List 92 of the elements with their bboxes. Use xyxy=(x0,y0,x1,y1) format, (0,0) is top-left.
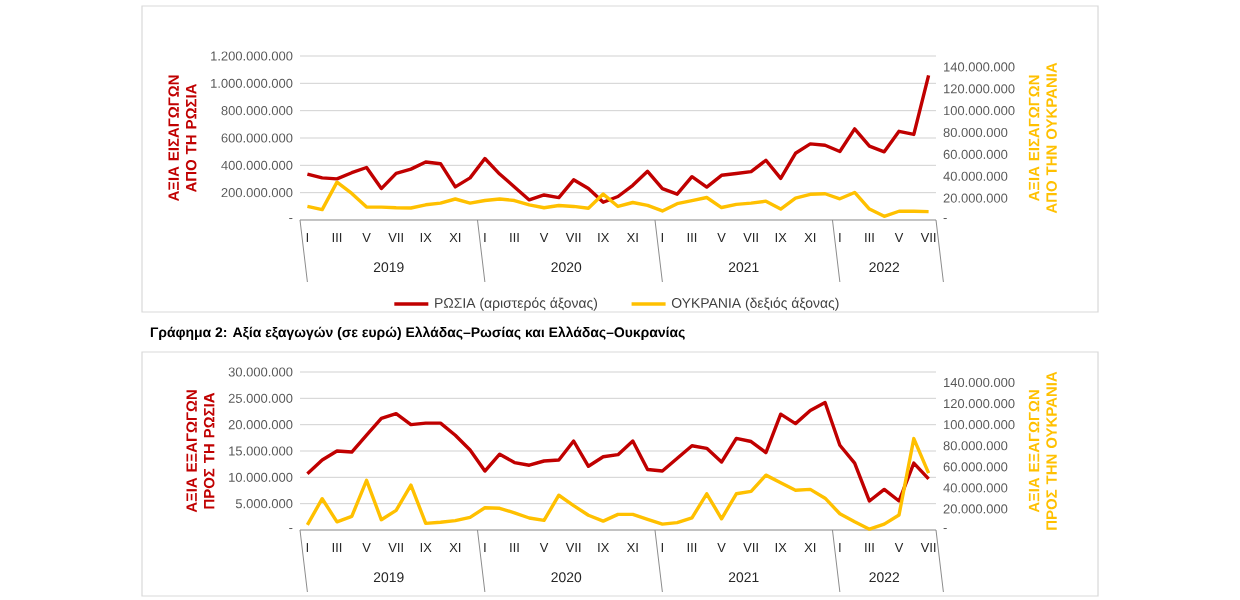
x-tick-label: III xyxy=(687,233,697,242)
y-axis-title: ΑΞΙΑ ΕΞΑΓΩΓΩΝ ΠΡΟΣ ΤΗ ΡΩΣΙΑ xyxy=(186,390,215,513)
y-tick-label: 30.000.000 xyxy=(228,367,293,377)
x-tick-label: XI xyxy=(626,543,638,552)
x-tick-label: VII xyxy=(920,233,936,242)
x-tick-label: V xyxy=(717,233,726,242)
x-tick-label: V xyxy=(717,543,726,552)
y-tick-label: 5.000.000 xyxy=(235,499,293,509)
x-tick-label: VII xyxy=(743,233,758,242)
text: 2022 xyxy=(869,572,900,583)
x-tick-label: III xyxy=(332,233,342,242)
legend-label: ΟΥΚΡΑΝΙΑ (δεξιός άξονας) xyxy=(671,297,839,311)
x-tick-label: VII xyxy=(920,543,936,552)
y-tick-label: 1.000.000.000 xyxy=(211,78,293,88)
y2-axis-title: ΑΞΙΑ ΕΞΑΓΩΓΩΝ ΠΡΟΣ ΤΗΝ ΟΥΚΡΑΝΙΑ xyxy=(1028,371,1057,530)
line-series xyxy=(305,73,931,204)
x-tick-label: V xyxy=(894,233,904,242)
y-tick-label: 600.000.000 xyxy=(221,133,293,143)
y2-tick-label: 60.000.000 xyxy=(943,149,1008,159)
y-tick-label: 20.000.000 xyxy=(228,420,293,430)
x-tick-label: I xyxy=(306,543,308,552)
x-tick-label: III xyxy=(510,543,519,552)
x-tick-label: VII xyxy=(388,233,403,242)
line-series xyxy=(305,180,931,218)
x-tick-label: III xyxy=(510,233,519,242)
y2-tick-label: 60.000.000 xyxy=(943,462,1008,472)
x-tick-label: V xyxy=(539,233,549,242)
y2-tick-label: 20.000.000 xyxy=(943,193,1008,203)
x-tick-label: V xyxy=(894,543,904,552)
x-tick-label: I xyxy=(661,233,663,242)
x-tick-label: IX xyxy=(775,233,787,242)
y-tick-label: 200.000.000 xyxy=(221,188,293,198)
x-tick-label: III xyxy=(865,233,874,242)
x-tick-label: I xyxy=(484,543,486,552)
x-tick-label: VII xyxy=(565,543,581,552)
y-tick-label: 400.000.000 xyxy=(221,160,293,170)
y2-tick-label: - xyxy=(943,218,947,220)
x-tick-label: V xyxy=(539,543,549,552)
x-tick-label: VII xyxy=(565,233,581,242)
text: 2019 xyxy=(373,572,404,583)
x-tick-label: VII xyxy=(743,543,758,552)
y2-axis-title: ΑΞΙΑ ΕΙΣΑΓΩΓΩΝ ΑΠΟ ΤΗΝ ΟΥΚΡΑΝΙΑ xyxy=(1028,62,1057,214)
x-tick-label: I xyxy=(484,233,486,242)
x-tick-label: III xyxy=(332,543,342,552)
y2-tick-label: 20.000.000 xyxy=(943,504,1008,514)
text: 2022 xyxy=(869,262,900,273)
x-tick-label: IX xyxy=(598,543,610,552)
y-tick-label: 15.000.000 xyxy=(229,446,293,456)
x-tick-label: I xyxy=(306,233,308,242)
x-tick-label: I xyxy=(661,543,663,552)
y-tick-label: 25.000.000 xyxy=(228,393,293,403)
chart-title: Γράφημα 2: Αξία εξαγωγών (σε ευρώ) Ελλάδας–Ρωσίας και Ελλάδας–Ουκρανίας xyxy=(150,326,685,340)
y2-tick-label: 40.000.000 xyxy=(943,171,1008,181)
y-tick-label: 800.000.000 xyxy=(221,106,293,116)
text: 2021 xyxy=(728,572,759,583)
x-tick-label: I xyxy=(839,233,841,242)
text: 2020 xyxy=(551,572,582,583)
x-tick-label: V xyxy=(362,543,371,552)
y-tick-label: 1.200.000.000 xyxy=(211,51,293,61)
x-tick-label: XI xyxy=(804,233,816,242)
y-tick-label: 10.000.000 xyxy=(229,472,293,482)
x-tick-label: XI xyxy=(449,543,461,552)
y2-tick-label: 40.000.000 xyxy=(943,483,1008,493)
y2-tick-label: 80.000.000 xyxy=(943,441,1008,451)
y2-tick-label: 120.000.000 xyxy=(944,399,1015,409)
y2-tick-label: 80.000.000 xyxy=(943,127,1008,138)
x-tick-label: XI xyxy=(804,543,816,552)
x-tick-label: V xyxy=(362,233,371,242)
legend-label: ΡΩΣΙΑ (αριστερός άξονας) xyxy=(435,297,598,311)
text: 2020 xyxy=(551,262,582,273)
y-axis-title: ΑΞΙΑ ΕΙΣΑΓΩΓΩΝ ΑΠΟ ΤΗ ΡΩΣΙΑ xyxy=(168,75,197,202)
y2-tick-label: 120.000.000 xyxy=(944,84,1015,94)
x-tick-label: IX xyxy=(420,543,432,552)
y-tick-label: - xyxy=(289,528,293,530)
x-tick-label: IX xyxy=(420,233,432,242)
y2-tick-label: 140.000.000 xyxy=(944,62,1015,72)
x-tick-label: III xyxy=(687,543,697,552)
y2-tick-label: 140.000.000 xyxy=(944,377,1015,388)
x-tick-label: XI xyxy=(449,233,461,242)
y2-tick-label: - xyxy=(943,528,947,530)
text: 2019 xyxy=(373,262,404,273)
x-tick-label: XI xyxy=(626,233,638,242)
y-tick-label: - xyxy=(289,218,293,220)
x-tick-label: III xyxy=(865,543,874,552)
line-series xyxy=(305,436,931,531)
y2-tick-label: 100.000.000 xyxy=(944,106,1015,116)
x-tick-label: I xyxy=(839,543,841,552)
x-tick-label: IX xyxy=(598,233,610,242)
x-tick-label: IX xyxy=(775,543,787,552)
y2-tick-label: 100.000.000 xyxy=(944,420,1015,430)
x-tick-label: VII xyxy=(388,543,403,552)
text: 2021 xyxy=(728,262,759,273)
